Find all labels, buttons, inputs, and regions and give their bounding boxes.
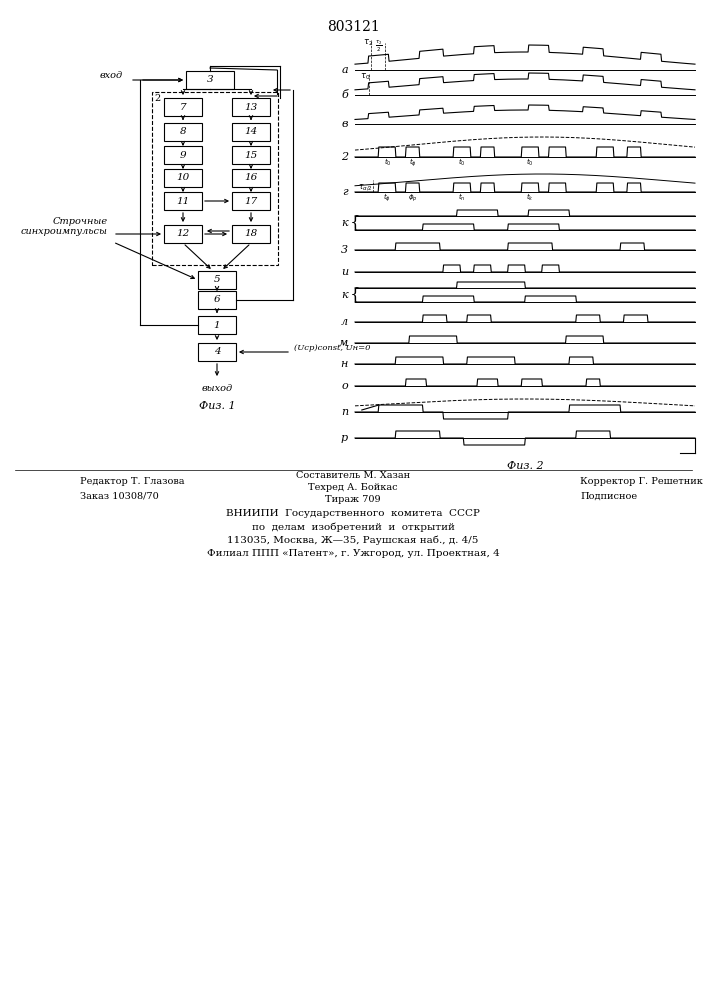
Text: 6: 6 [214, 296, 221, 304]
Text: Составитель М. Хазан: Составитель М. Хазан [296, 472, 410, 481]
Text: 9: 9 [180, 150, 187, 159]
Bar [232, 98, 270, 116]
Text: $t_0$: $t_0$ [458, 157, 466, 168]
Text: п: п [341, 407, 348, 417]
Text: а: а [341, 65, 348, 75]
Text: 3: 3 [341, 245, 348, 255]
Text: $\phi_p$: $\phi_p$ [408, 193, 418, 204]
Bar [198, 316, 236, 334]
Text: по  делам  изобретений  и  открытий: по делам изобретений и открытий [252, 522, 455, 532]
Bar [186, 71, 234, 89]
Text: $t_0$: $t_0$ [526, 157, 534, 168]
Text: Филиал ППП «Патент», г. Ужгород, ул. Проектная, 4: Филиал ППП «Патент», г. Ужгород, ул. Про… [206, 548, 499, 558]
Text: б: б [341, 90, 348, 100]
Bar [232, 225, 270, 243]
Bar [232, 192, 270, 210]
Text: ВНИИПИ  Государственного  комитета  СССР: ВНИИПИ Государственного комитета СССР [226, 510, 480, 518]
Text: р: р [341, 433, 348, 443]
Text: $\frac{\tau_2}{2}$: $\frac{\tau_2}{2}$ [375, 38, 382, 54]
Text: 12: 12 [176, 230, 189, 238]
Text: Редактор Т. Глазова: Редактор Т. Глазова [80, 478, 185, 487]
Text: 17: 17 [245, 196, 257, 206]
Text: Тираж 709: Тираж 709 [325, 495, 381, 504]
Text: Техред А. Бойкас: Техред А. Бойкас [308, 484, 398, 492]
Text: 10: 10 [176, 174, 189, 182]
Bar [164, 169, 202, 187]
Text: г: г [342, 187, 348, 197]
Text: м: м [339, 338, 348, 348]
Text: $t_0$: $t_0$ [383, 157, 391, 168]
Text: 7: 7 [180, 103, 187, 111]
Text: Корректор Г. Решетник: Корректор Г. Решетник [580, 478, 703, 487]
Text: $t_\phi$: $t_\phi$ [409, 157, 416, 169]
Text: Физ. 1: Физ. 1 [199, 401, 235, 411]
Bar [164, 192, 202, 210]
Bar [232, 123, 270, 141]
Text: 13: 13 [245, 103, 257, 111]
Text: 1: 1 [214, 320, 221, 330]
Text: $\tau_{\alpha/2}$: $\tau_{\alpha/2}$ [358, 182, 373, 193]
Text: $\tau_0$: $\tau_0$ [360, 71, 370, 82]
Text: Заказ 10308/70: Заказ 10308/70 [80, 491, 159, 500]
Text: 803121: 803121 [327, 20, 380, 34]
Bar [198, 291, 236, 309]
Text: {: { [350, 286, 361, 304]
Text: выход: выход [201, 384, 233, 393]
Text: 8: 8 [180, 127, 187, 136]
Text: 2: 2 [154, 94, 160, 103]
Text: 4: 4 [214, 348, 221, 357]
Bar [152, 92, 278, 265]
Text: $t_\phi$: $t_\phi$ [383, 192, 391, 204]
Text: к: к [341, 290, 348, 300]
Text: 14: 14 [245, 127, 257, 136]
Text: 18: 18 [245, 230, 257, 238]
Text: в: в [341, 119, 348, 129]
Bar [198, 271, 236, 289]
Bar [198, 343, 236, 361]
Text: н: н [341, 359, 348, 369]
Text: 11: 11 [176, 196, 189, 206]
Text: л: л [341, 317, 348, 327]
Bar [232, 169, 270, 187]
Text: (Uср)const, Uн=0: (Uср)const, Uн=0 [294, 344, 370, 352]
Bar [164, 146, 202, 164]
Bar [164, 225, 202, 243]
Text: синхроимпульсы: синхроимпульсы [21, 228, 108, 236]
Text: Физ. 2: Физ. 2 [507, 461, 543, 471]
Bar [232, 146, 270, 164]
Text: $t_k$: $t_k$ [526, 192, 534, 203]
Text: 2: 2 [341, 152, 348, 162]
Text: 3: 3 [206, 76, 214, 85]
Text: 15: 15 [245, 150, 257, 159]
Text: $\tau_2$: $\tau_2$ [363, 37, 373, 47]
Text: Подписное: Подписное [580, 491, 637, 500]
Text: 113035, Москва, Ж—35, Раушская наб., д. 4/5: 113035, Москва, Ж—35, Раушская наб., д. … [228, 535, 479, 545]
Text: Строчные: Строчные [53, 218, 108, 227]
Text: 5: 5 [214, 275, 221, 284]
Text: и: и [341, 267, 348, 277]
Text: 16: 16 [245, 174, 257, 182]
Text: {: { [350, 215, 361, 232]
Text: $t_n$: $t_n$ [458, 192, 466, 203]
Text: к: к [341, 218, 348, 228]
Text: о: о [341, 381, 348, 391]
Text: вход: вход [100, 70, 123, 80]
Bar [164, 123, 202, 141]
Bar [164, 98, 202, 116]
